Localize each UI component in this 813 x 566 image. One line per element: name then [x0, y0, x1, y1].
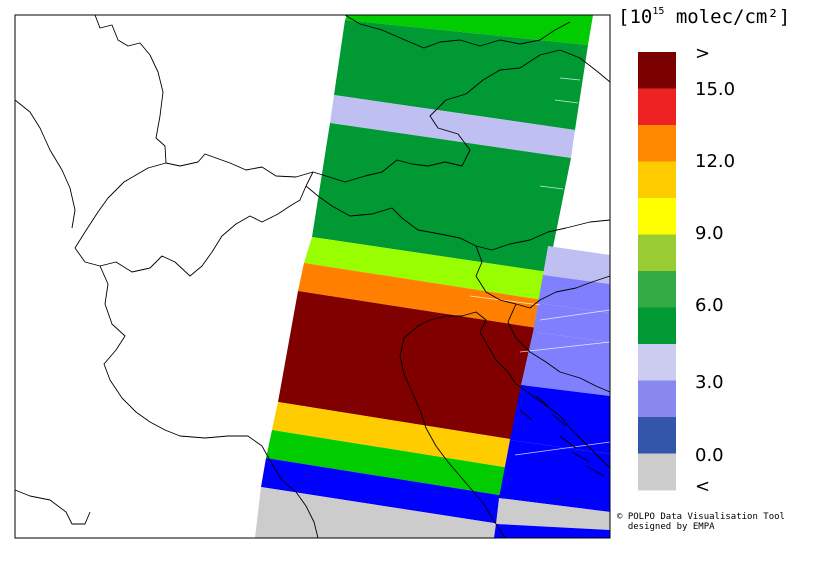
border-france-germany [94, 14, 167, 164]
swath-band-lime [304, 237, 548, 300]
coast-adriatic-north [417, 311, 611, 469]
swath-band-grey [255, 487, 500, 538]
coast-italy-east [399, 325, 506, 539]
swath-band-lavender [330, 95, 575, 158]
islands-croatia [519, 395, 605, 477]
right-swath-periwinkle-1 [538, 275, 610, 313]
legend-swatch [638, 344, 676, 381]
right-swath-grey [496, 498, 610, 530]
legend-swatch [638, 125, 676, 162]
legend-label-6: 6.0 [695, 295, 724, 316]
satellite-swath-right [494, 246, 610, 538]
border-germany-switzerland-austria [165, 49, 611, 183]
border-czech [344, 14, 571, 49]
legend-swatch [638, 161, 676, 199]
swath-band-bright-green-top [345, 15, 593, 45]
legend-label-3: 3.0 [695, 372, 724, 393]
border-italy-west-interior [14, 489, 91, 525]
legend-swatch [638, 417, 676, 454]
legend-swatch [638, 234, 676, 272]
legend-swatch [638, 198, 676, 235]
swath-band-blue [261, 458, 505, 524]
swath-band-green-1 [334, 20, 588, 130]
credit-line-1: © POLPO Data Visualisation Tool [617, 512, 785, 522]
swath-band-yellow [272, 402, 516, 468]
swath-band-orange [298, 263, 543, 328]
border-france-interior [14, 99, 76, 229]
map-frame [14, 14, 611, 539]
border-france-italy [99, 265, 263, 447]
right-swath-lavender [543, 246, 610, 284]
border-slovenia [475, 245, 611, 309]
border-switzerland [74, 162, 314, 277]
swath-band-bright-green-bottom [266, 430, 510, 496]
right-swath-periwinkle-3 [521, 332, 610, 396]
right-swath-blue-1 [510, 385, 610, 454]
country-borders [14, 14, 611, 539]
credit-line-2: designed by EMPA [617, 522, 715, 532]
border-croatia [507, 303, 611, 393]
legend-swatch [638, 52, 676, 89]
legend-label-0: 0.0 [695, 445, 724, 466]
swath-band-darkred [278, 291, 537, 440]
legend-swatch [638, 453, 676, 491]
scan-line-artifacts [469, 77, 611, 456]
legend-swatch [638, 271, 676, 308]
legend-swatch [638, 88, 676, 126]
legend-label-greater: > [695, 43, 711, 64]
legend-title: [1015 molec/cm²] [618, 6, 791, 28]
credit-text: © POLPO Data Visualisation Tool designed… [617, 512, 785, 532]
legend-color-bar [638, 52, 676, 491]
legend-swatch [638, 380, 676, 418]
satellite-swath-main [255, 15, 593, 538]
legend-label-15: 15.0 [695, 79, 736, 100]
legend-label-9: 9.0 [695, 223, 724, 244]
legend-label-12: 12.0 [695, 151, 736, 172]
legend-swatch [638, 307, 676, 345]
right-swath-blue-3 [494, 524, 610, 538]
coast-italy-west [261, 445, 319, 539]
legend-label-less: < [695, 476, 711, 497]
swath-band-green-2 [312, 123, 571, 272]
border-austria-italy [305, 185, 611, 251]
